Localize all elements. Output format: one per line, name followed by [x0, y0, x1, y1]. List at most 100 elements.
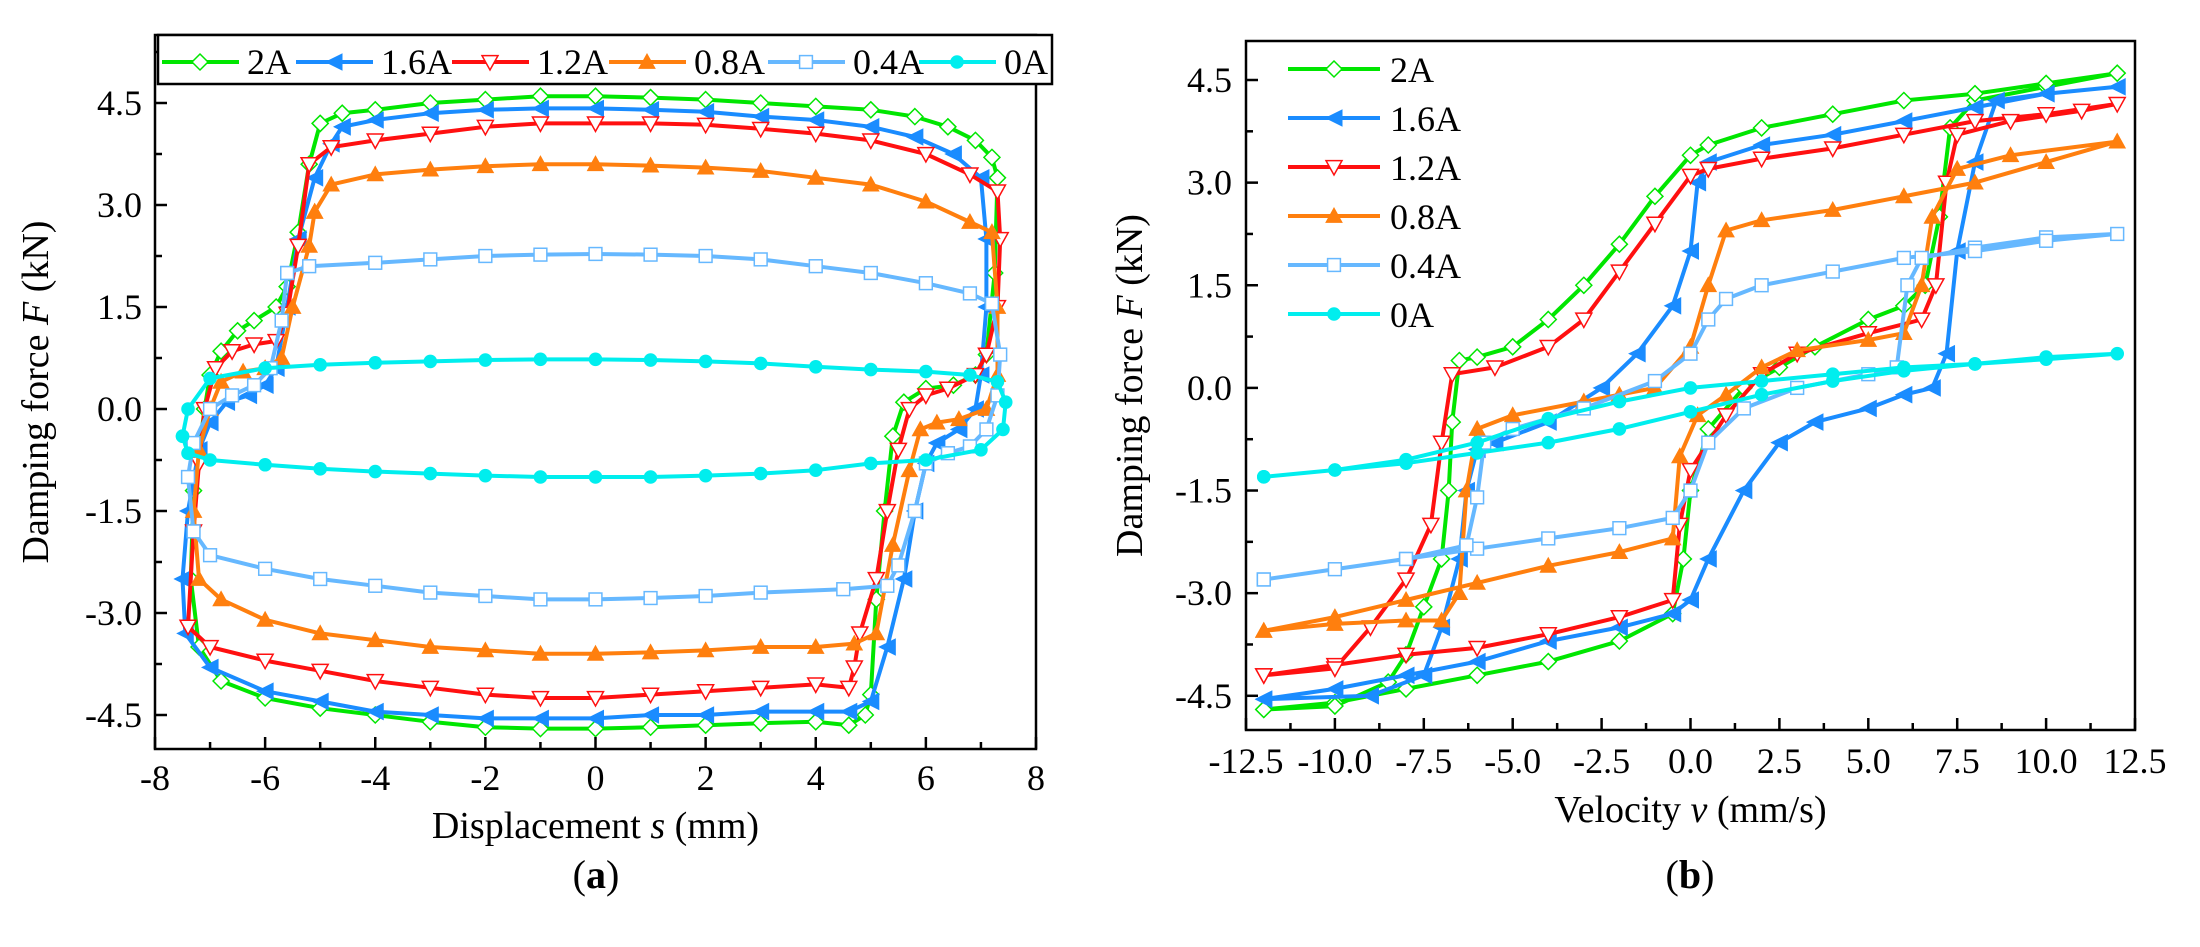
- data-point: [1894, 385, 1913, 404]
- data-point: [1965, 113, 1985, 131]
- data-point: [1681, 462, 1700, 480]
- legend-marker: [638, 52, 656, 69]
- data-point: [368, 255, 383, 270]
- data-point: [533, 352, 548, 367]
- data-point: [861, 175, 880, 192]
- data-point: [421, 706, 439, 724]
- data-point: [641, 706, 660, 724]
- paren: (: [573, 852, 586, 897]
- legend-marker: [1327, 307, 1341, 321]
- data-point: [175, 429, 190, 444]
- data-point: [1647, 373, 1663, 389]
- data-point: [1439, 481, 1458, 500]
- data-point: [988, 168, 1007, 187]
- data-point: [1663, 604, 1682, 623]
- data-point: [421, 126, 440, 144]
- data-point: [531, 709, 549, 728]
- data-point: [2110, 346, 2125, 361]
- x-axis-title-text: Displacement: [432, 805, 650, 847]
- data-point: [255, 653, 275, 671]
- data-point: [1256, 572, 1271, 587]
- data-point: [753, 585, 768, 600]
- data-point: [1752, 211, 1771, 228]
- data-point: [246, 378, 262, 393]
- data-point: [1432, 611, 1451, 628]
- data-point: [333, 117, 351, 136]
- data-point: [1717, 385, 1735, 402]
- data-point: [1823, 200, 1842, 217]
- y-tick-label: 0.0: [1187, 368, 1232, 408]
- data-point: [1823, 125, 1842, 144]
- data-point: [531, 644, 550, 661]
- y-axis-title-variable: F: [15, 301, 57, 326]
- data-point: [256, 610, 274, 627]
- data-point: [751, 702, 770, 721]
- data-point: [1967, 243, 1983, 259]
- data-point: [944, 145, 962, 163]
- data-point: [224, 388, 240, 403]
- data-point: [861, 100, 880, 119]
- data-point: [1325, 696, 1344, 716]
- x-tick-label: 12.5: [2104, 741, 2167, 781]
- data-point: [181, 446, 195, 461]
- data-point: [2110, 226, 2125, 242]
- x-tick-label: -12.5: [1209, 741, 1284, 781]
- data-point: [839, 716, 858, 735]
- data-point: [2039, 350, 2053, 364]
- data-point: [1612, 422, 1627, 436]
- data-point: [641, 687, 660, 705]
- data-point: [1699, 550, 1717, 568]
- data-point: [839, 702, 858, 721]
- plot-frame: [153, 33, 1038, 751]
- x-tick-label: 2: [697, 758, 715, 798]
- data-point: [1681, 168, 1700, 186]
- data-point: [962, 286, 978, 301]
- data-point: [900, 401, 919, 419]
- data-point: [2108, 64, 2127, 83]
- data-point: [1414, 666, 1433, 685]
- data-point: [203, 453, 217, 467]
- data-point: [588, 352, 603, 367]
- data-point: [641, 116, 660, 133]
- data-point: [938, 381, 958, 399]
- data-point: [753, 252, 768, 267]
- data-point: [2036, 107, 2056, 124]
- legend-item-0A: 0A: [1288, 295, 1434, 335]
- data-point: [2001, 146, 2020, 163]
- data-point: [365, 673, 385, 691]
- data-point: [1539, 652, 1558, 671]
- data-point: [1325, 661, 1345, 678]
- y-axis-title-unit: (kN): [15, 221, 57, 302]
- data-point: [1894, 112, 1913, 130]
- x-axis-title-variable: v: [1690, 789, 1707, 831]
- data-point: [751, 107, 770, 126]
- data-point: [588, 470, 603, 484]
- data-point: [1752, 118, 1771, 137]
- data-point: [880, 578, 895, 593]
- data-point: [641, 643, 660, 660]
- x-axis-title: Displacement s (mm): [432, 805, 759, 847]
- data-point: [423, 252, 438, 267]
- data-point: [1752, 151, 1771, 169]
- data-point: [1688, 173, 1707, 192]
- data-point: [867, 624, 886, 641]
- series-1.6A: [173, 99, 995, 728]
- data-point: [1538, 339, 1558, 357]
- data-point: [938, 117, 957, 136]
- data-point: [984, 296, 1000, 311]
- series-line: [180, 106, 989, 721]
- data-point: [808, 259, 823, 274]
- data-point: [1645, 187, 1665, 206]
- x-tick-label: 0.0: [1668, 741, 1713, 781]
- data-point: [878, 638, 896, 656]
- data-point: [1663, 592, 1682, 610]
- data-point: [1485, 360, 1505, 377]
- data-point: [2072, 103, 2091, 121]
- data-point: [288, 238, 308, 256]
- legend-item-2A: 2A: [162, 42, 291, 82]
- data-point: [1912, 276, 1931, 293]
- y-tick-label: -3.0: [85, 593, 142, 633]
- data-point: [1663, 529, 1682, 546]
- data-point: [806, 677, 826, 694]
